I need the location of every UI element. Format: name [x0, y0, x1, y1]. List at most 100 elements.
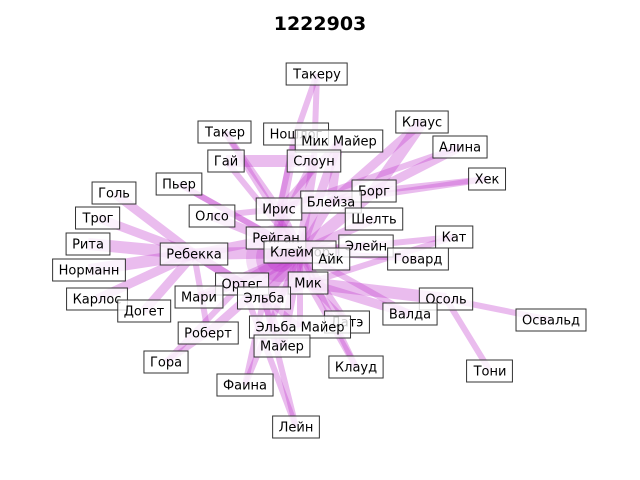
- node-box: [117, 299, 172, 323]
- node-label: Борг: [358, 185, 390, 200]
- node-label: Айк: [318, 253, 343, 268]
- node-label: Слоун: [293, 155, 335, 170]
- node-box: [432, 135, 488, 159]
- node-label: Мари: [181, 291, 217, 306]
- edge-taker-iris: [222, 130, 282, 211]
- node-alina: Алина: [432, 135, 488, 159]
- node-box: [91, 181, 137, 205]
- node-gay: Гай: [207, 149, 245, 173]
- node-label: Рита: [72, 238, 104, 253]
- node-label: Эльба: [243, 292, 284, 307]
- node-toni: Тони: [466, 359, 513, 383]
- node-box: [65, 232, 111, 256]
- node-label: Алина: [439, 141, 481, 156]
- node-label: Тони: [473, 365, 507, 380]
- node-label: Гора: [150, 356, 182, 371]
- graph-title: 1222903: [274, 13, 367, 35]
- node-box: [66, 287, 128, 311]
- node-label: Шелть: [351, 213, 396, 228]
- node-label: Такеру: [292, 68, 341, 83]
- node-box: [435, 225, 474, 249]
- node-box: [155, 172, 203, 196]
- node-label: Валда: [389, 308, 431, 323]
- node-sloun: Слоун: [286, 149, 342, 173]
- node-box: [143, 350, 189, 374]
- node-gora: Гора: [143, 350, 189, 374]
- node-box: [52, 258, 126, 282]
- node-label: Догет: [124, 305, 165, 320]
- node-klaus: Клаус: [395, 110, 449, 134]
- node-mari: Мари: [174, 285, 224, 309]
- node-label: Карлос: [73, 293, 122, 308]
- edge-osol-toni: [443, 297, 493, 373]
- edge-klaud-kleymor: [297, 250, 359, 369]
- node-elba: Эльба: [236, 286, 292, 310]
- node-label: Клаус: [402, 116, 442, 131]
- node-taker: Такер: [197, 120, 252, 144]
- node-box: [174, 285, 224, 309]
- node-box: [75, 206, 121, 230]
- node-label: Хек: [475, 173, 500, 188]
- node-kat: Кат: [435, 225, 474, 249]
- node-label: Пьер: [162, 178, 196, 193]
- node-goll: Голь: [91, 181, 137, 205]
- edge-klaus-bleyza: [328, 118, 425, 206]
- node-pyer: Пьер: [155, 172, 203, 196]
- node-box: [344, 207, 404, 231]
- node-label: Элейн: [345, 240, 387, 255]
- node-box: [515, 308, 587, 332]
- graph-nodes: ТакеруКлаусТакерНошлогМик МайерАлинаГайС…: [52, 62, 587, 439]
- node-label: Норманн: [59, 264, 120, 279]
- node-takeru: Такеру: [285, 62, 348, 86]
- node-mayer: Майер: [253, 334, 311, 358]
- node-valda: Валда: [382, 302, 438, 326]
- node-label: Ребекка: [166, 248, 222, 263]
- node-label: Мик: [294, 277, 322, 292]
- node-karlos: Карлос: [66, 287, 128, 311]
- node-ayk: Айк: [311, 247, 351, 271]
- node-rebekka: Ребекка: [159, 242, 229, 266]
- node-leyn: Лейн: [272, 415, 320, 439]
- node-box: [466, 359, 513, 383]
- node-klaud: Клауд: [328, 355, 384, 379]
- node-box: [236, 286, 292, 310]
- node-label: Фаина: [223, 379, 267, 394]
- node-box: [253, 334, 311, 358]
- node-trog: Трог: [75, 206, 121, 230]
- node-box: [338, 234, 394, 258]
- node-label: Такер: [204, 126, 245, 141]
- node-osvald: Освальд: [515, 308, 587, 332]
- node-hek: Хек: [468, 167, 507, 191]
- node-olso: Олсо: [188, 204, 236, 228]
- node-box: [285, 62, 348, 86]
- node-box: [177, 321, 239, 345]
- node-rita: Рита: [65, 232, 111, 256]
- node-faina: Фаина: [216, 373, 274, 397]
- node-govard: Говард: [387, 247, 449, 271]
- node-label: Майер: [260, 340, 304, 355]
- node-label: Мик Майер: [301, 135, 377, 150]
- node-box: [395, 110, 449, 134]
- node-box: [272, 415, 320, 439]
- node-box: [468, 167, 507, 191]
- edge-kat-mik: [307, 234, 455, 286]
- node-label: Лейн: [279, 421, 314, 436]
- node-box: [159, 242, 229, 266]
- node-box: [387, 247, 449, 271]
- node-label: Кат: [442, 231, 467, 246]
- node-box: [188, 204, 236, 228]
- node-label: Говард: [394, 253, 443, 268]
- node-doget: Догет: [117, 299, 172, 323]
- node-sheltt: Шелть: [344, 207, 404, 231]
- node-mik: Мик: [287, 271, 329, 295]
- node-box: [255, 197, 303, 221]
- node-label: Эльба Майер: [255, 321, 344, 336]
- node-label: Клауд: [335, 361, 377, 376]
- node-label: Роберт: [184, 327, 232, 342]
- node-label: Ирис: [262, 203, 296, 218]
- node-box: [286, 149, 342, 173]
- node-box: [328, 355, 384, 379]
- node-label: Олсо: [195, 210, 229, 225]
- node-eleyn: Элейн: [338, 234, 394, 258]
